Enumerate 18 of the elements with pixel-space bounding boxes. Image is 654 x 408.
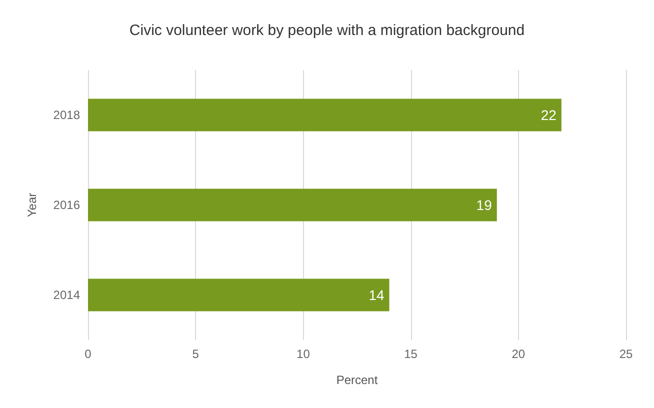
x-tick-label: 25 <box>619 347 633 361</box>
x-axis-title: Percent <box>336 373 378 387</box>
bar <box>88 188 497 222</box>
y-tick-label: 2014 <box>53 288 80 302</box>
data-label: 22 <box>540 107 557 123</box>
chart-title: Civic volunteer work by people with a migration background <box>129 22 525 39</box>
x-tick-label: 0 <box>84 347 92 361</box>
y-axis-title: Year <box>25 192 39 218</box>
data-label: 14 <box>368 287 384 303</box>
bar <box>88 278 390 312</box>
x-tick-label: 10 <box>296 347 310 361</box>
y-tick-label: 2016 <box>53 198 80 212</box>
x-tick-label: 15 <box>404 347 418 361</box>
x-tick-label: 20 <box>512 347 526 361</box>
bar <box>88 98 562 132</box>
y-tick-label: 2018 <box>53 108 80 122</box>
x-tick-label: 5 <box>192 347 200 361</box>
data-label: 19 <box>476 197 492 213</box>
